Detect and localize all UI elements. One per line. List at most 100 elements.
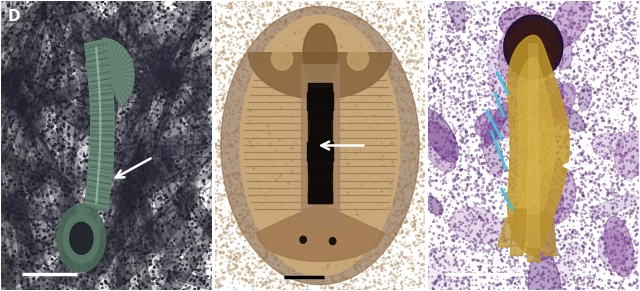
Point (321, 175, 332, 179)
Point (20, 184, 31, 189)
Point (355, 263, 365, 268)
Point (70, 134, 80, 139)
Point (266, 71, 276, 76)
Point (289, 272, 300, 276)
Point (516, 252, 526, 257)
Point (360, 30, 371, 35)
Point (28, 28, 38, 33)
Point (373, 103, 383, 107)
Point (105, 29, 115, 34)
Point (167, 13, 177, 17)
Point (12, 92, 22, 97)
Point (0, 203, 8, 207)
Point (297, 163, 307, 168)
Point (619, 55, 629, 60)
Point (483, 187, 493, 192)
Point (179, 187, 189, 192)
Point (136, 91, 147, 95)
Point (420, 217, 430, 221)
Point (529, 193, 539, 198)
Point (145, 258, 155, 263)
Point (441, 151, 451, 155)
Point (210, 16, 220, 20)
Point (614, 138, 624, 143)
Point (163, 61, 173, 65)
Point (329, 29, 339, 34)
Point (232, 216, 242, 221)
Point (381, 232, 392, 237)
Point (559, 53, 570, 58)
Point (312, 76, 323, 81)
Point (227, 211, 237, 216)
Point (40, 81, 51, 86)
Point (314, 258, 324, 263)
Point (72, 3, 82, 8)
Point (204, 256, 214, 260)
Point (321, 13, 331, 18)
Point (225, 111, 235, 116)
Point (270, 126, 280, 131)
Point (547, 253, 557, 258)
Point (500, 168, 511, 173)
Point (588, 174, 598, 179)
Point (577, 166, 588, 171)
Point (82, 188, 92, 193)
Point (526, 130, 536, 135)
Point (408, 283, 419, 287)
Point (107, 124, 117, 129)
Point (484, 160, 494, 165)
Point (337, 51, 348, 56)
Point (232, 223, 243, 228)
Point (559, 138, 569, 142)
Point (354, 17, 364, 22)
Point (334, 257, 344, 261)
Point (51, 152, 61, 157)
Point (406, 23, 416, 28)
Point (35, 232, 45, 237)
Point (47, 111, 58, 115)
Point (100, 254, 111, 259)
Point (128, 2, 138, 6)
Point (486, 82, 496, 87)
Point (291, 152, 301, 157)
Point (365, 143, 376, 148)
Point (76, 188, 86, 192)
Point (397, 228, 407, 233)
Point (391, 267, 401, 271)
Point (344, 227, 354, 231)
Point (284, 159, 294, 164)
Point (334, 3, 344, 8)
Point (225, 255, 236, 260)
Point (456, 11, 467, 15)
Point (222, 101, 232, 106)
Point (161, 64, 172, 68)
Point (197, 110, 207, 115)
Point (43, 58, 53, 63)
Point (467, 213, 477, 217)
Point (439, 55, 449, 59)
Point (92, 189, 102, 194)
Point (141, 251, 151, 256)
Point (298, 78, 308, 83)
Point (27, 264, 37, 269)
Point (95, 257, 105, 261)
Point (33, 111, 44, 115)
Point (257, 221, 268, 226)
Point (20, 134, 30, 138)
Point (483, 169, 493, 174)
Point (374, 157, 385, 161)
Point (308, 37, 318, 42)
Point (335, 81, 345, 86)
Point (68, 29, 78, 33)
Point (601, 53, 611, 57)
Point (617, 267, 627, 272)
Point (545, 63, 556, 68)
Point (132, 25, 142, 29)
Point (523, 124, 533, 129)
Point (176, 272, 186, 276)
Point (186, 58, 196, 63)
Point (359, 67, 369, 71)
Point (23, 42, 33, 47)
Point (234, 257, 244, 261)
Point (589, 131, 600, 136)
